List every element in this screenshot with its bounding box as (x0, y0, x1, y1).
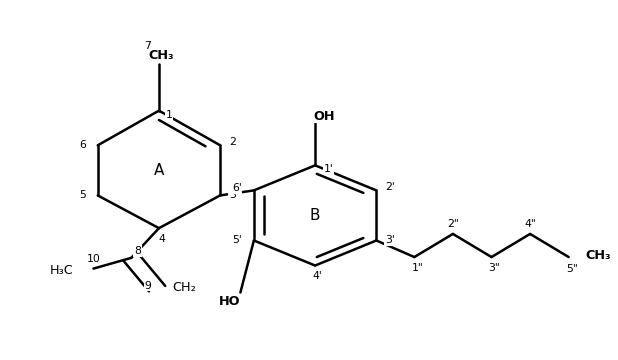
Text: 3: 3 (229, 190, 236, 201)
Text: 1': 1' (324, 164, 334, 174)
Text: OH: OH (313, 109, 335, 122)
Text: 4: 4 (159, 234, 166, 244)
Text: HO: HO (219, 295, 240, 308)
Text: 5: 5 (79, 190, 86, 201)
Text: 3": 3" (489, 263, 501, 273)
Text: 3': 3' (385, 235, 395, 246)
Text: B: B (310, 208, 320, 223)
Text: CH₃: CH₃ (585, 249, 611, 262)
Text: 4": 4" (524, 219, 536, 229)
Text: 8: 8 (134, 246, 141, 256)
Text: 6': 6' (232, 184, 242, 193)
Text: A: A (154, 163, 164, 178)
Text: 7: 7 (145, 41, 151, 51)
Text: 6: 6 (79, 140, 86, 150)
Text: 4': 4' (312, 271, 322, 281)
Text: H₃C: H₃C (49, 264, 74, 277)
Text: 2: 2 (229, 137, 236, 147)
Text: 5': 5' (232, 235, 242, 246)
Text: 2": 2" (447, 219, 459, 229)
Text: 2': 2' (385, 182, 395, 192)
Text: 5": 5" (566, 264, 578, 274)
Text: CH₂: CH₂ (172, 282, 196, 294)
Text: 9: 9 (145, 280, 151, 291)
Text: 1": 1" (412, 263, 423, 273)
Text: 10: 10 (87, 253, 100, 264)
Text: CH₃: CH₃ (149, 49, 174, 62)
Text: 1: 1 (166, 110, 173, 120)
